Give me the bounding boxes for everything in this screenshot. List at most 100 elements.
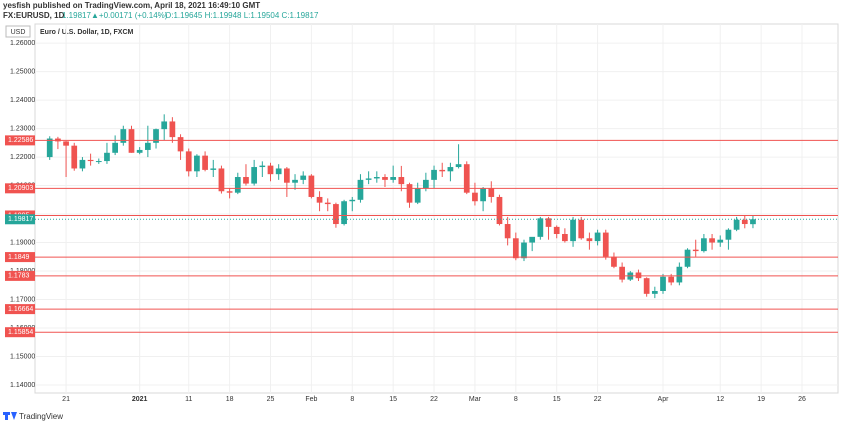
candle-body [259, 165, 266, 168]
candle-body [512, 238, 519, 259]
candle-body [341, 201, 347, 225]
candle-body [586, 238, 593, 242]
x-tick-label: 2021 [132, 396, 148, 403]
level-label-box [5, 135, 35, 146]
x-tick-label: 22 [594, 396, 602, 403]
x-tick-label: Feb [305, 396, 317, 403]
x-tick-label: 21 [62, 396, 70, 403]
candle-body [95, 161, 102, 163]
candle-body [643, 278, 650, 294]
level-label: 1.15854 [8, 329, 33, 336]
candle-body [463, 164, 470, 193]
y-tick-label: 1.24000 [10, 97, 35, 104]
currency-box [5, 25, 31, 38]
candle-body [398, 177, 405, 185]
level-label-box [5, 327, 35, 338]
y-tick-label: 1.19000 [10, 239, 35, 246]
candle-body [545, 218, 552, 227]
candle-body [472, 192, 478, 202]
candle-body [406, 184, 413, 203]
candle-body [602, 232, 609, 257]
candle-body [570, 219, 576, 242]
x-tick-label: 8 [350, 396, 354, 403]
price-label: 1.19817 [8, 216, 33, 223]
candle-body [300, 175, 307, 180]
level-label: 1.20903 [8, 185, 33, 192]
level-label: 1.16664 [8, 306, 33, 313]
candle-body [439, 169, 446, 172]
candle-body [177, 137, 184, 152]
price-label-box [5, 214, 35, 225]
candle-body [733, 219, 740, 230]
candle-body [382, 177, 388, 180]
candle-body [619, 266, 625, 280]
candle-body [431, 169, 437, 180]
symbol: FX:EURUSD, 1D [3, 11, 65, 20]
plot-frame [34, 23, 839, 394]
level-label: 1.1849 [8, 254, 30, 261]
x-tick-label: 25 [267, 396, 275, 403]
x-tick-label: 11 [185, 396, 192, 403]
candle-body [521, 242, 527, 259]
candle-body [537, 218, 544, 237]
y-tick-label: 1.14000 [10, 382, 35, 389]
level-label: 1.1783 [8, 273, 30, 280]
x-tick-label: 15 [389, 396, 397, 403]
chart-title: Euro / U.S. Dollar, 1D, FXCM [40, 29, 134, 36]
x-tick-label: Mar [469, 396, 482, 403]
candle-body [308, 175, 315, 197]
candle-body [496, 196, 503, 225]
candle-body [136, 149, 143, 153]
candle-body [357, 179, 364, 200]
candle-body [292, 179, 298, 183]
candle-body [210, 168, 217, 170]
level-label-box [5, 183, 35, 194]
footer-bar [0, 409, 844, 425]
candle-body [611, 256, 617, 267]
change: ▲+0.00171 (+0.14%) [91, 11, 168, 20]
level-label-box [5, 304, 35, 315]
candle-body [668, 276, 675, 283]
x-tick-label: 15 [553, 396, 561, 403]
candle-body [562, 234, 568, 242]
candle-body [144, 142, 151, 150]
candle-body [316, 196, 323, 203]
candle-body [333, 204, 339, 225]
candle-body [750, 219, 756, 225]
candle-body [194, 155, 200, 172]
candle-body [79, 159, 86, 169]
y-tick-label: 1.15000 [10, 353, 35, 360]
x-tick-label: 22 [430, 396, 438, 403]
candle-body [283, 168, 290, 183]
candle-body [349, 199, 356, 202]
candle-body [660, 276, 666, 291]
x-tick-label: 26 [798, 396, 806, 403]
candle-body [63, 141, 69, 146]
candle-body [447, 167, 454, 172]
candle-body [324, 202, 331, 205]
candle-body [226, 191, 233, 193]
candle-body [234, 177, 241, 193]
publisher: yesfish published on TradingView.com, Ap… [3, 1, 260, 10]
candle-body [423, 179, 429, 189]
y-tick-label: 1.25000 [10, 68, 35, 75]
candle-body [46, 138, 53, 158]
candle-body [128, 129, 135, 153]
y-tick-label: 1.26000 [10, 40, 35, 47]
currency: USD [11, 29, 26, 36]
candle-body [365, 178, 372, 180]
candle-body [161, 121, 168, 130]
candle-body [553, 226, 560, 235]
candle-body [185, 151, 192, 172]
candle-body [169, 121, 176, 138]
candle-body [717, 239, 724, 243]
y-tick-label: 1.22000 [10, 154, 35, 161]
x-tick-label: Apr [658, 396, 670, 403]
candle-body [504, 224, 511, 239]
candle-body [635, 272, 642, 279]
footer: TradingView [19, 412, 63, 421]
level-label: 1.22586 [8, 137, 33, 144]
x-tick-label: 19 [757, 396, 765, 403]
x-tick-label: 12 [716, 396, 724, 403]
